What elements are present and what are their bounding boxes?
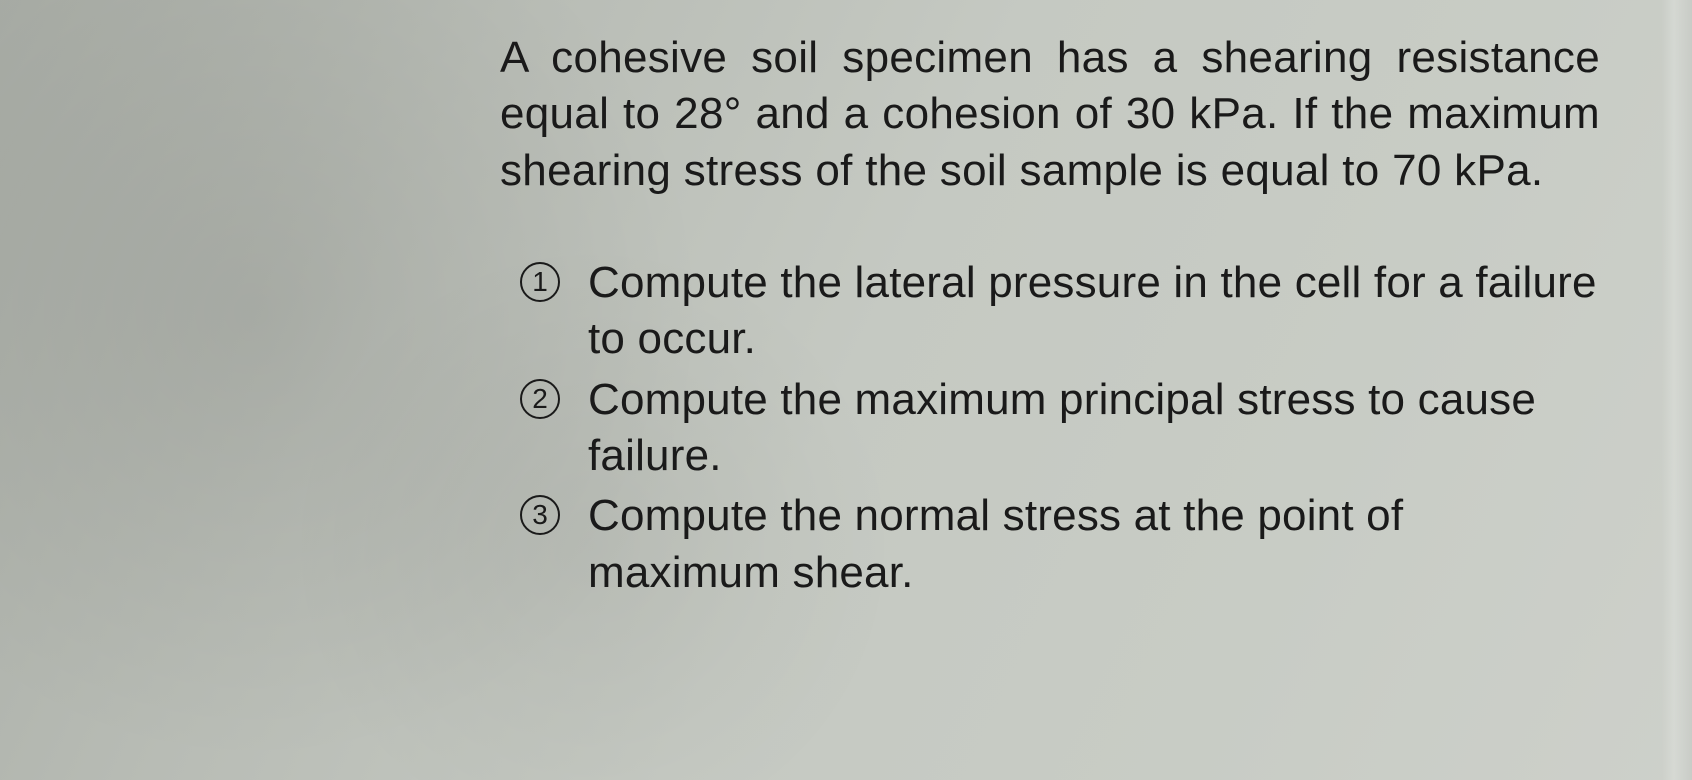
question-number-1: 1 (520, 262, 560, 302)
question-item: 2 Compute the maximum principal stress t… (520, 372, 1600, 485)
question-number-3: 3 (520, 495, 560, 535)
question-number-2: 2 (520, 379, 560, 419)
question-item: 3 Compute the normal stress at the point… (520, 488, 1600, 601)
document-content: A cohesive soil specimen has a shearing … (500, 30, 1600, 605)
question-text-1: Compute the lateral pressure in the cell… (588, 255, 1600, 368)
question-text-3: Compute the normal stress at the point o… (588, 488, 1600, 601)
page-edge-shadow (1662, 0, 1692, 780)
question-item: 1 Compute the lateral pressure in the ce… (520, 255, 1600, 368)
problem-statement: A cohesive soil specimen has a shearing … (500, 30, 1600, 199)
questions-list: 1 Compute the lateral pressure in the ce… (500, 255, 1600, 601)
question-text-2: Compute the maximum principal stress to … (588, 372, 1600, 485)
